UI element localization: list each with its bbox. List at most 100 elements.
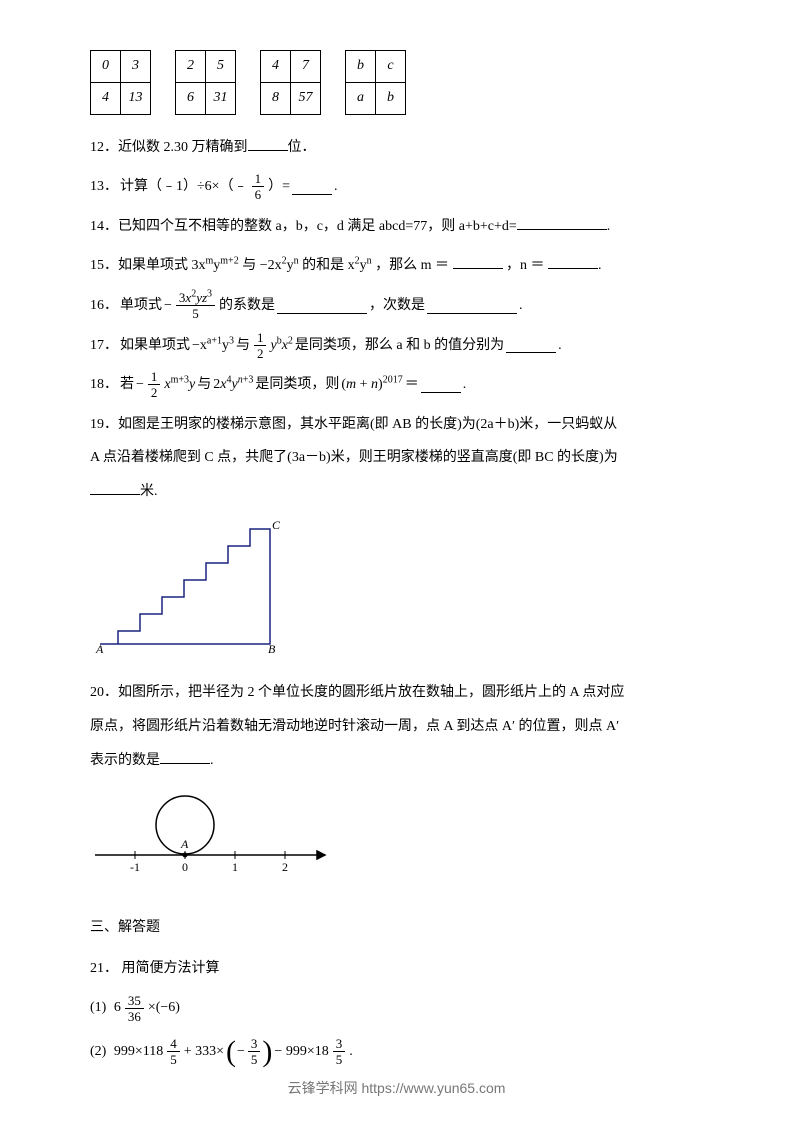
- question-13: 13．计算（﹣1）÷6×（﹣ 16 ）=.: [90, 170, 703, 204]
- stairs-figure: A B C: [90, 519, 703, 667]
- q-num: 17．: [90, 329, 118, 363]
- blank: [90, 479, 140, 495]
- blank: [277, 298, 367, 314]
- q-num: 21．: [90, 961, 118, 976]
- period: .: [463, 368, 467, 402]
- q-text: 如图是王明家的楼梯示意图，其水平距离(即 AB 的长度)为(2a＋b)米，一只蚂…: [118, 417, 617, 432]
- table-2: 25 631: [175, 50, 236, 115]
- q-num: 12．: [90, 140, 118, 155]
- fraction: 12: [148, 370, 161, 399]
- expr: + 333×: [184, 1035, 224, 1069]
- q-text: 近似数 2.30 万精确到: [118, 140, 248, 155]
- stairs-svg: A B C: [90, 519, 285, 654]
- question-21-2: (2) 999×118 45 + 333× ( − 35 ) − 999×18 …: [90, 1035, 703, 1069]
- tick-label: 1: [232, 860, 238, 874]
- q-text: ，n ＝: [506, 258, 548, 273]
- q-text: 是同类项，那么 a 和 b 的值分别为: [295, 329, 504, 363]
- circle-svg: -1 0 1 2 A: [90, 785, 340, 880]
- fraction: 35: [333, 1037, 346, 1066]
- blank: [548, 253, 598, 269]
- label: (2): [90, 1035, 106, 1069]
- question-12: 12．近似数 2.30 万精确到 位．: [90, 131, 703, 165]
- section-3-title: 三、解答题: [90, 913, 703, 944]
- q-text: 的和是: [302, 258, 344, 273]
- question-14: 14．已知四个互不相等的整数 a，b，c，d 满足 abcd=77，则 a+b+…: [90, 210, 703, 244]
- fraction: 35: [248, 1037, 261, 1066]
- label: (1): [90, 991, 106, 1025]
- whole: 6: [114, 991, 121, 1025]
- minus: −: [164, 289, 172, 323]
- question-17: 17．如果单项式 −xa+1y3 与 12 ybx2 是同类项，那么 a 和 b…: [90, 329, 703, 363]
- q-text: 位．: [288, 140, 316, 155]
- q-num: 13．: [90, 170, 118, 204]
- period: .: [519, 289, 523, 323]
- q-text: 如果单项式: [118, 258, 188, 273]
- expr: x2yn: [348, 258, 372, 273]
- cell: 3: [121, 51, 151, 83]
- paren-left-icon: (: [226, 1037, 236, 1067]
- expr: −2x2yn: [260, 258, 299, 273]
- q-text: 是同类项，则: [255, 368, 339, 402]
- expr: 3xmym+2: [192, 258, 239, 273]
- cell: 6: [176, 82, 206, 114]
- cell: 4: [91, 82, 121, 114]
- period: .: [210, 753, 214, 768]
- tick-label: -1: [130, 860, 140, 874]
- table-4: bc ab: [345, 50, 406, 115]
- table-3: 47 857: [260, 50, 321, 115]
- fraction: 45: [167, 1037, 180, 1066]
- period: .: [334, 170, 338, 204]
- blank: [160, 748, 210, 764]
- tail: ×(−6): [148, 991, 180, 1025]
- tables-row: 03 413 25 631 47 857 bc ab: [90, 50, 703, 115]
- question-16: 16．单项式 − 3x2yz3 5 的系数是 ，次数是.: [90, 289, 703, 323]
- period: .: [349, 1035, 353, 1069]
- cell: 13: [121, 82, 151, 114]
- question-21-1: (1) 6 3536 ×(−6): [90, 991, 703, 1025]
- footer: 云锋学科网 https://www.yun65.com: [0, 1073, 793, 1104]
- period: .: [558, 329, 562, 363]
- q-num: 14．: [90, 219, 118, 234]
- q-text: ，次数是: [369, 289, 425, 323]
- cell: 8: [261, 82, 291, 114]
- question-19: 19．如图是王明家的楼梯示意图，其水平距离(即 AB 的长度)为(2a＋b)米，…: [90, 408, 703, 509]
- expr: (m + n)2017: [341, 368, 402, 402]
- blank: [421, 377, 461, 393]
- q-text: 如果单项式: [120, 329, 190, 363]
- q-text: 与: [242, 258, 256, 273]
- footer-site: 云锋学科网: [288, 1080, 358, 1096]
- paren-right-icon: ): [262, 1037, 272, 1067]
- expr: 999×118: [114, 1035, 163, 1069]
- expr: −xa+1y3: [192, 329, 234, 363]
- cell: 2: [176, 51, 206, 83]
- q-text: 表示的数是: [90, 753, 160, 768]
- fraction: 3536: [125, 994, 144, 1023]
- q-num: 18．: [90, 368, 118, 402]
- blank: [248, 135, 288, 151]
- q-text: ）=: [268, 170, 290, 204]
- tick-label: 2: [282, 860, 288, 874]
- fraction: 16: [252, 172, 265, 201]
- q-text: A 点沿着楼梯爬到 C 点，共爬了(3a－b)米，则王明家楼梯的竖直高度(即 B…: [90, 450, 618, 465]
- cell: a: [346, 82, 376, 114]
- minus: −: [136, 368, 144, 402]
- q-text: 的系数是: [219, 289, 275, 323]
- q-text: 单项式: [120, 289, 162, 323]
- cell: 7: [291, 51, 321, 83]
- q-text: 原点，将圆形纸片沿着数轴无滑动地逆时针滚动一周，点 A 到达点 A′ 的位置，则…: [90, 719, 619, 734]
- q-num: 19．: [90, 417, 118, 432]
- footer-url: https://www.yun65.com: [361, 1080, 505, 1096]
- label-A: A: [180, 837, 189, 851]
- question-18: 18．若 − 12 xm+3y 与 2x4yn+3 是同类项，则 (m + n)…: [90, 368, 703, 402]
- fraction: 3x2yz3 5: [176, 291, 215, 320]
- q-num: 16．: [90, 289, 118, 323]
- fraction: 12: [254, 331, 267, 360]
- expr: ybx2: [270, 329, 292, 363]
- label-B: B: [268, 642, 276, 654]
- q-text: ，那么 m ＝: [375, 258, 452, 273]
- blank: [292, 179, 332, 195]
- cell: 5: [206, 51, 236, 83]
- blank: [453, 253, 503, 269]
- cell: 31: [206, 82, 236, 114]
- q-text: 米.: [140, 484, 158, 499]
